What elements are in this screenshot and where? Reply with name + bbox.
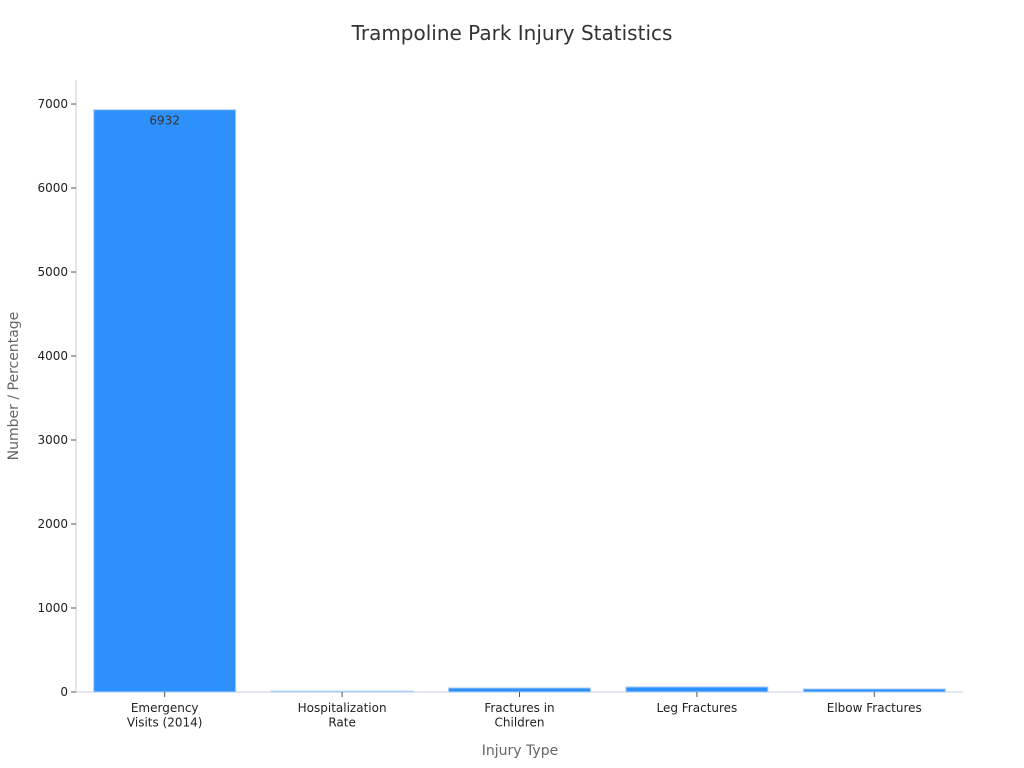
x-tick-label: Elbow Fractures	[827, 701, 922, 715]
y-tick-label: 5000	[37, 265, 68, 279]
y-tick-label: 7000	[37, 97, 68, 111]
x-axis-label: Injury Type	[482, 743, 558, 759]
y-tick-label: 4000	[37, 349, 68, 363]
y-tick-label: 1000	[37, 601, 68, 615]
x-tick-label: Emergency Visits (2014)	[127, 701, 203, 729]
y-tick-label: 3000	[37, 433, 68, 447]
y-tick-label: 6000	[37, 181, 68, 195]
bar	[93, 109, 237, 693]
x-tick-label: Fractures in Children	[484, 701, 554, 729]
y-axis-label: Number / Percentage	[6, 312, 22, 461]
bar	[802, 688, 946, 693]
y-tick-label: 2000	[37, 517, 68, 531]
bar	[270, 690, 414, 693]
chart-title: Trampoline Park Injury Statistics	[351, 21, 673, 45]
bar	[625, 686, 769, 693]
bar	[448, 687, 591, 693]
x-tick-label: Leg Fractures	[656, 701, 737, 715]
x-tick-label: Hospitalization Rate	[298, 701, 387, 729]
value-label: 6932	[149, 114, 180, 128]
y-tick-label: 0	[60, 685, 68, 699]
